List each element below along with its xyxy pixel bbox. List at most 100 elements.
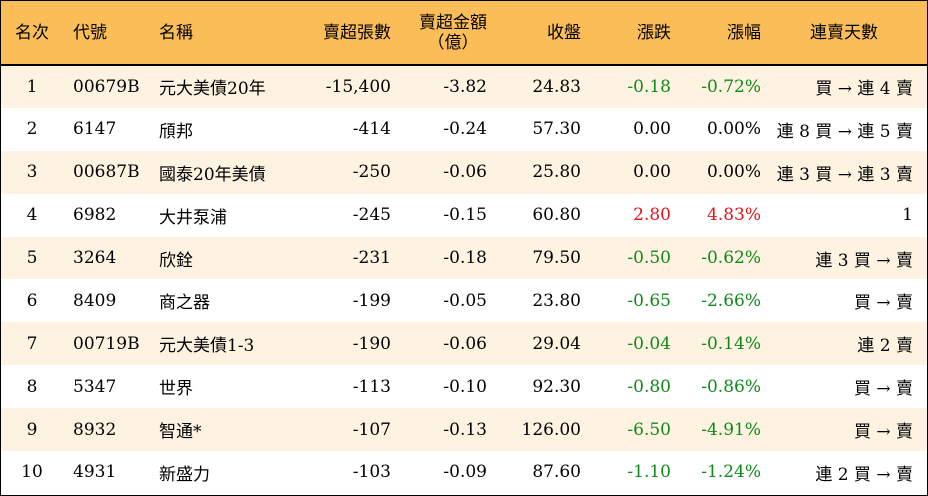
cell-net-sell-sheets: -107 bbox=[352, 419, 391, 440]
cell-streak-days: 連 2 買 → 賣 bbox=[815, 464, 913, 485]
table-row[interactable]: 6 8409 商之器 -199 -0.05 23.80 -0.65 -2.66% 買 → 賣 bbox=[1, 279, 927, 323]
cell-change-pct: 0.00% bbox=[706, 162, 761, 183]
cell-close: 23.80 bbox=[532, 290, 581, 311]
cell-name: 頎邦 bbox=[159, 121, 193, 142]
cell-streak-days: 連 3 買 → 連 3 賣 bbox=[776, 164, 913, 185]
table-row[interactable]: 3 00687B 國泰20年美債 -250 -0.06 25.80 0.00 0.00% 連 3… bbox=[1, 150, 927, 194]
header-change-pct[interactable]: 漲幅 bbox=[671, 1, 761, 66]
table-row[interactable]: 9 8932 智通* -107 -0.13 126.00 -6.50 -4.91% 買 → 賣 bbox=[1, 408, 927, 452]
cell-code: 00687B bbox=[73, 162, 140, 183]
header-row: 名次 代號 名稱 賣超張數 賣超金額 （億） 收盤 漲跌 漲幅 連賣天數 bbox=[1, 1, 927, 66]
cell-net-sell-sheets: -245 bbox=[352, 205, 391, 226]
cell-name: 大井泵浦 bbox=[159, 207, 227, 228]
cell-change: -1.10 bbox=[627, 462, 671, 483]
header-close[interactable]: 收盤 bbox=[487, 1, 581, 66]
cell-change-pct: -0.72% bbox=[701, 76, 761, 97]
cell-net-sell-sheets: -113 bbox=[352, 376, 391, 397]
cell-rank: 4 bbox=[26, 205, 38, 226]
cell-rank: 2 bbox=[26, 119, 38, 140]
table-row[interactable]: 8 5347 世界 -113 -0.10 92.30 -0.80 -0.86% 買 → 賣 bbox=[1, 365, 927, 409]
header-change[interactable]: 漲跌 bbox=[581, 1, 671, 66]
cell-net-sell-sheets: -231 bbox=[352, 248, 391, 268]
table-row[interactable]: 7 00719B 元大美債1-3 -190 -0.06 29.04 -0.04 -0.14% 連… bbox=[1, 322, 927, 366]
cell-code: 4931 bbox=[73, 462, 117, 483]
cell-name: 世界 bbox=[159, 379, 193, 400]
header-amount-line2: （億） bbox=[427, 32, 479, 53]
header-net-sell-amount-label: 賣超金額 （億） bbox=[419, 13, 487, 53]
cell-close: 92.30 bbox=[532, 376, 581, 397]
header-streak-days[interactable]: 連賣天數 bbox=[761, 1, 927, 66]
cell-streak-days: 連 2 賣 bbox=[857, 336, 913, 357]
header-code[interactable]: 代號 bbox=[63, 1, 157, 66]
cell-change: 2.80 bbox=[633, 205, 671, 226]
cell-code: 8409 bbox=[73, 290, 117, 311]
cell-streak-days: 買 → 賣 bbox=[853, 293, 913, 314]
cell-name: 新盛力 bbox=[159, 464, 210, 485]
cell-streak-days: 買 → 連 4 賣 bbox=[815, 79, 913, 100]
cell-change-pct: -0.14% bbox=[701, 333, 761, 354]
cell-change-pct: -0.86% bbox=[701, 376, 761, 397]
cell-net-sell-amount: -0.05 bbox=[443, 290, 487, 311]
cell-change: -6.50 bbox=[627, 419, 671, 440]
cell-name: 智通* bbox=[159, 422, 202, 443]
cell-change: 0.00 bbox=[633, 162, 671, 183]
cell-net-sell-sheets: -250 bbox=[352, 162, 391, 183]
cell-net-sell-amount: -3.82 bbox=[443, 76, 487, 97]
cell-streak-days: 連 3 買 → 賣 bbox=[815, 250, 913, 271]
cell-net-sell-amount: -0.06 bbox=[443, 333, 487, 354]
cell-code: 6147 bbox=[73, 119, 117, 140]
header-net-sell-amount[interactable]: 賣超金額 （億） bbox=[391, 1, 487, 66]
header-net-sell-sheets[interactable]: 賣超張數 bbox=[277, 1, 391, 66]
header-amount-line1: 賣超金額 bbox=[419, 12, 487, 33]
cell-rank: 10 bbox=[21, 462, 43, 483]
table-header: 名次 代號 名稱 賣超張數 賣超金額 （億） 收盤 漲跌 漲幅 連賣天數 bbox=[1, 1, 927, 66]
cell-code: 3264 bbox=[73, 248, 117, 268]
cell-close: 57.30 bbox=[532, 119, 581, 140]
cell-close: 25.80 bbox=[532, 162, 581, 183]
cell-close: 126.00 bbox=[521, 419, 581, 440]
table-row[interactable]: 2 6147 頎邦 -414 -0.24 57.30 0.00 0.00% 連 8 買 → 連 … bbox=[1, 107, 927, 151]
cell-streak-days: 買 → 賣 bbox=[853, 422, 913, 443]
cell-change-pct: -2.66% bbox=[701, 290, 761, 311]
table-row[interactable]: 5 3264 欣銓 -231 -0.18 79.50 -0.50 -0.62% 連 3 買 → … bbox=[1, 236, 927, 280]
cell-close: 24.83 bbox=[532, 76, 581, 97]
cell-net-sell-amount: -0.09 bbox=[443, 462, 487, 483]
cell-rank: 3 bbox=[26, 162, 38, 183]
cell-net-sell-amount: -0.06 bbox=[443, 162, 487, 183]
cell-net-sell-amount: -0.18 bbox=[443, 248, 487, 268]
cell-net-sell-amount: -0.24 bbox=[443, 119, 487, 140]
cell-change-pct: -0.62% bbox=[701, 248, 761, 268]
cell-name: 元大美債1-3 bbox=[159, 336, 255, 357]
cell-change: -0.04 bbox=[627, 333, 671, 354]
cell-close: 60.80 bbox=[532, 205, 581, 226]
cell-rank: 9 bbox=[26, 419, 38, 440]
cell-code: 00679B bbox=[73, 76, 140, 97]
table-row[interactable]: 4 6982 大井泵浦 -245 -0.15 60.80 2.80 4.83% 1 bbox=[1, 193, 927, 237]
cell-net-sell-amount: -0.15 bbox=[443, 205, 487, 226]
cell-change: -0.18 bbox=[627, 76, 671, 97]
cell-rank: 1 bbox=[26, 76, 38, 97]
cell-change: 0.00 bbox=[633, 119, 671, 140]
cell-change-pct: 4.83% bbox=[706, 205, 761, 226]
table-row[interactable]: 1 00679B 元大美債20年 -15,400 -3.82 24.83 -0.18 -0.7… bbox=[1, 65, 927, 108]
table-row[interactable]: 10 4931 新盛力 -103 -0.09 87.60 -1.10 -1.24% 連 2 買 … bbox=[1, 451, 927, 494]
cell-rank: 6 bbox=[26, 290, 38, 311]
header-rank[interactable]: 名次 bbox=[1, 1, 63, 66]
cell-net-sell-amount: -0.13 bbox=[443, 419, 487, 440]
cell-change: -0.65 bbox=[627, 290, 671, 311]
cell-net-sell-amount: -0.10 bbox=[443, 376, 487, 397]
header-name[interactable]: 名稱 bbox=[157, 1, 277, 66]
cell-name: 欣銓 bbox=[159, 250, 193, 271]
cell-streak-days: 1 bbox=[902, 205, 913, 226]
cell-rank: 7 bbox=[26, 333, 38, 354]
cell-name: 國泰20年美債 bbox=[159, 164, 266, 185]
cell-change: -0.50 bbox=[627, 248, 671, 268]
cell-code: 5347 bbox=[73, 376, 117, 397]
cell-net-sell-sheets: -414 bbox=[352, 119, 391, 140]
cell-rank: 5 bbox=[26, 248, 38, 268]
cell-change: -0.80 bbox=[627, 376, 671, 397]
cell-change-pct: 0.00% bbox=[706, 119, 761, 140]
cell-change-pct: -4.91% bbox=[701, 419, 761, 440]
